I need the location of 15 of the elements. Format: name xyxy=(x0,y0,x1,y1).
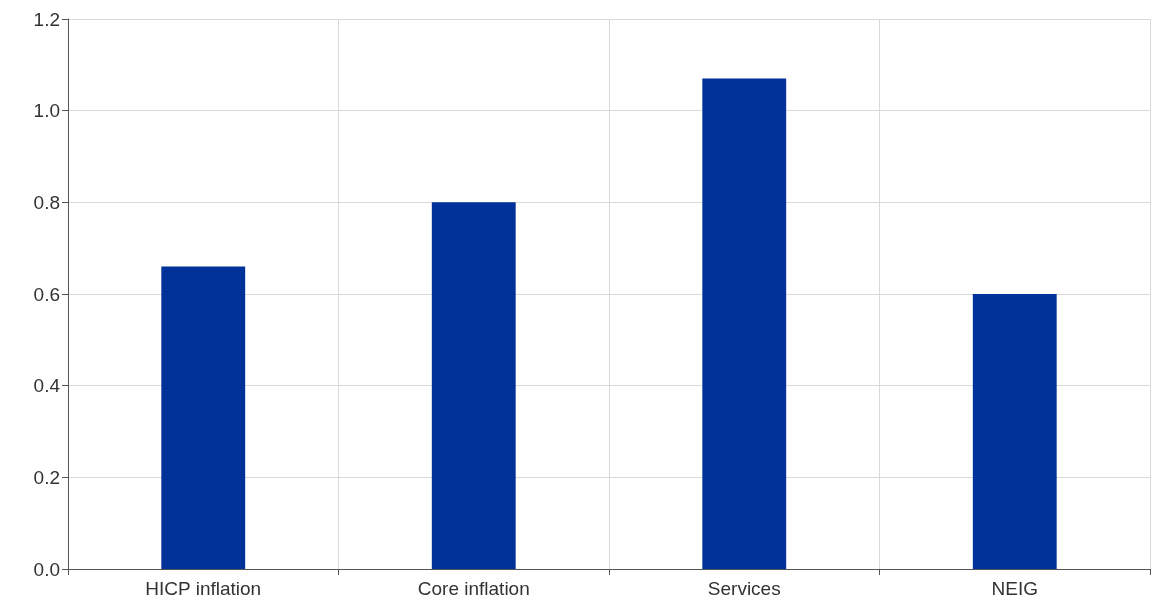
x-tick-label: HICP inflation xyxy=(145,578,262,599)
y-tick-label: 0.4 xyxy=(33,375,61,397)
y-tick-label: 0.6 xyxy=(33,283,60,305)
y-tick-label: 0.8 xyxy=(33,191,60,213)
y-tick-label: 1.0 xyxy=(33,100,60,122)
y-tick-label: 0.2 xyxy=(33,466,60,488)
bar xyxy=(161,266,246,569)
x-tick-label: Services xyxy=(707,578,781,599)
bar xyxy=(431,202,516,569)
bar xyxy=(702,78,787,569)
x-tick-label: NEIG xyxy=(991,578,1038,599)
bar xyxy=(972,294,1057,569)
y-tick-label: 0.0 xyxy=(33,558,60,580)
y-tick-label: 1.2 xyxy=(33,8,60,30)
x-tick-label: Core inflation xyxy=(417,578,530,599)
